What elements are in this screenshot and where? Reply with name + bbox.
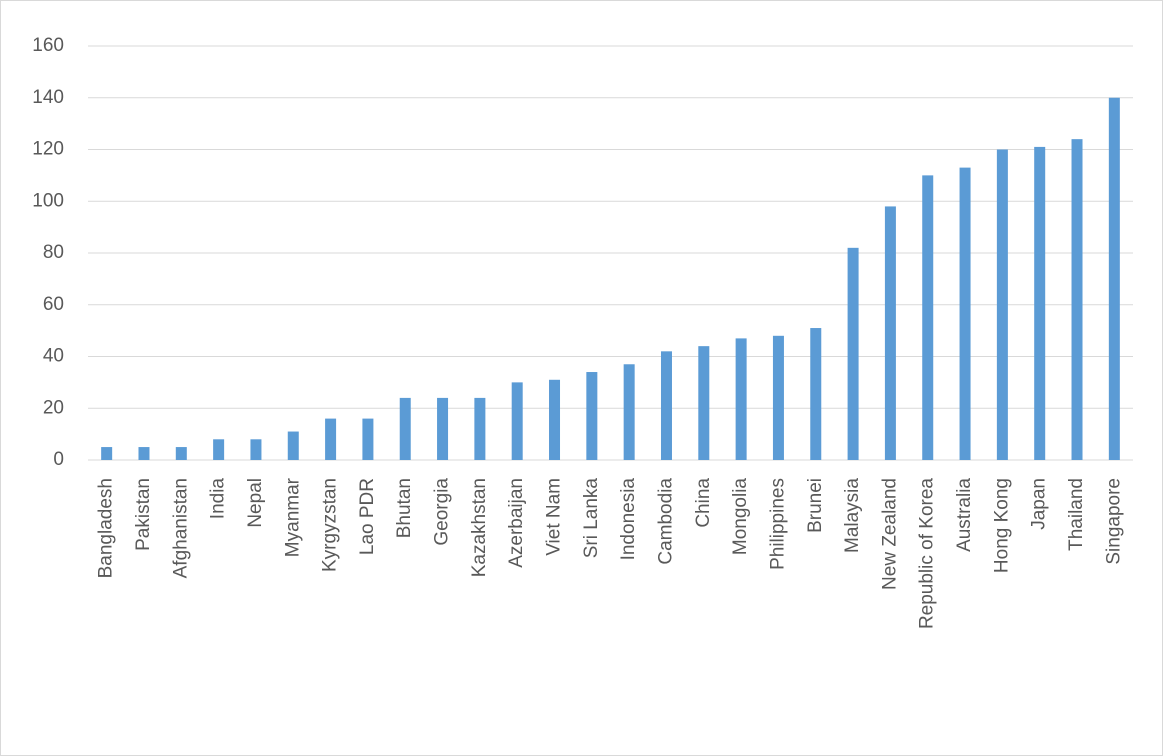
x-tick-label: India: [208, 478, 229, 520]
x-tick-label: Myanmar: [282, 477, 303, 557]
bar: [175, 447, 187, 460]
x-tick-label: Malaysia: [842, 478, 863, 553]
x-tick-label: Kyrgyzstan: [320, 478, 341, 572]
bar: [549, 379, 561, 460]
bar: [698, 346, 710, 460]
x-tick-label: New Zealand: [879, 478, 900, 590]
bar: [1108, 97, 1120, 460]
bar: [810, 328, 822, 460]
y-tick-label: 100: [32, 190, 64, 211]
y-tick-label: 120: [32, 139, 64, 160]
x-tick-label: Philippines: [767, 478, 788, 570]
bar: [474, 397, 486, 460]
bar: [586, 372, 598, 460]
bar: [325, 418, 337, 460]
y-tick-label: 160: [32, 35, 64, 56]
x-tick-label: Lao PDR: [357, 478, 378, 555]
x-tick-label: Brunei: [805, 478, 826, 533]
x-tick-label: Georgia: [432, 478, 453, 546]
bar: [511, 382, 523, 460]
x-tick-label: Singapore: [1103, 478, 1124, 565]
y-tick-label: 40: [43, 346, 64, 367]
y-tick-label: 140: [32, 87, 64, 108]
x-tick-label: Cambodia: [655, 478, 676, 565]
bar: [660, 351, 672, 460]
x-tick-label: Australia: [954, 478, 975, 552]
x-tick-label: Republic of Korea: [917, 478, 938, 629]
x-tick-label: Indonesia: [618, 478, 639, 561]
x-tick-label: Pakistan: [133, 478, 154, 551]
bar: [922, 175, 934, 460]
x-tick-label: Bangladesh: [96, 478, 117, 578]
x-tick-label: Afghanistan: [170, 478, 191, 578]
bar: [772, 335, 784, 460]
bar: [437, 397, 449, 460]
bar: [847, 247, 859, 460]
bar: [996, 149, 1008, 460]
bar: [101, 447, 113, 460]
y-tick-label: 20: [43, 397, 64, 418]
x-tick-label: Kazakhstan: [469, 478, 490, 577]
x-tick-label: Bhutan: [394, 478, 415, 538]
x-tick-label: Mongolia: [730, 478, 751, 556]
bar: [959, 167, 971, 461]
y-tick-label: 0: [53, 449, 64, 470]
bar: [1071, 139, 1083, 460]
y-tick-label: 80: [43, 242, 64, 263]
bar: [287, 431, 299, 460]
x-tick-label: Nepal: [245, 478, 266, 528]
bar: [735, 338, 747, 460]
bar: [399, 397, 411, 460]
bar: [213, 439, 225, 460]
x-tick-label: Japan: [1029, 478, 1050, 530]
bar: [1034, 146, 1046, 460]
y-tick-label: 60: [43, 294, 64, 315]
bar: [362, 418, 374, 460]
x-tick-label: Azerbaijan: [506, 478, 527, 568]
x-tick-label: Sri Lanka: [581, 478, 602, 559]
bar: [250, 439, 262, 460]
x-tick-label: Viet Nam: [544, 478, 565, 556]
bar: [623, 364, 635, 460]
x-tick-label: Thailand: [1066, 478, 1087, 551]
bar: [884, 206, 896, 460]
x-tick-label: China: [693, 478, 714, 528]
x-tick-label: Hong Kong: [991, 478, 1012, 573]
bar: [138, 447, 150, 460]
